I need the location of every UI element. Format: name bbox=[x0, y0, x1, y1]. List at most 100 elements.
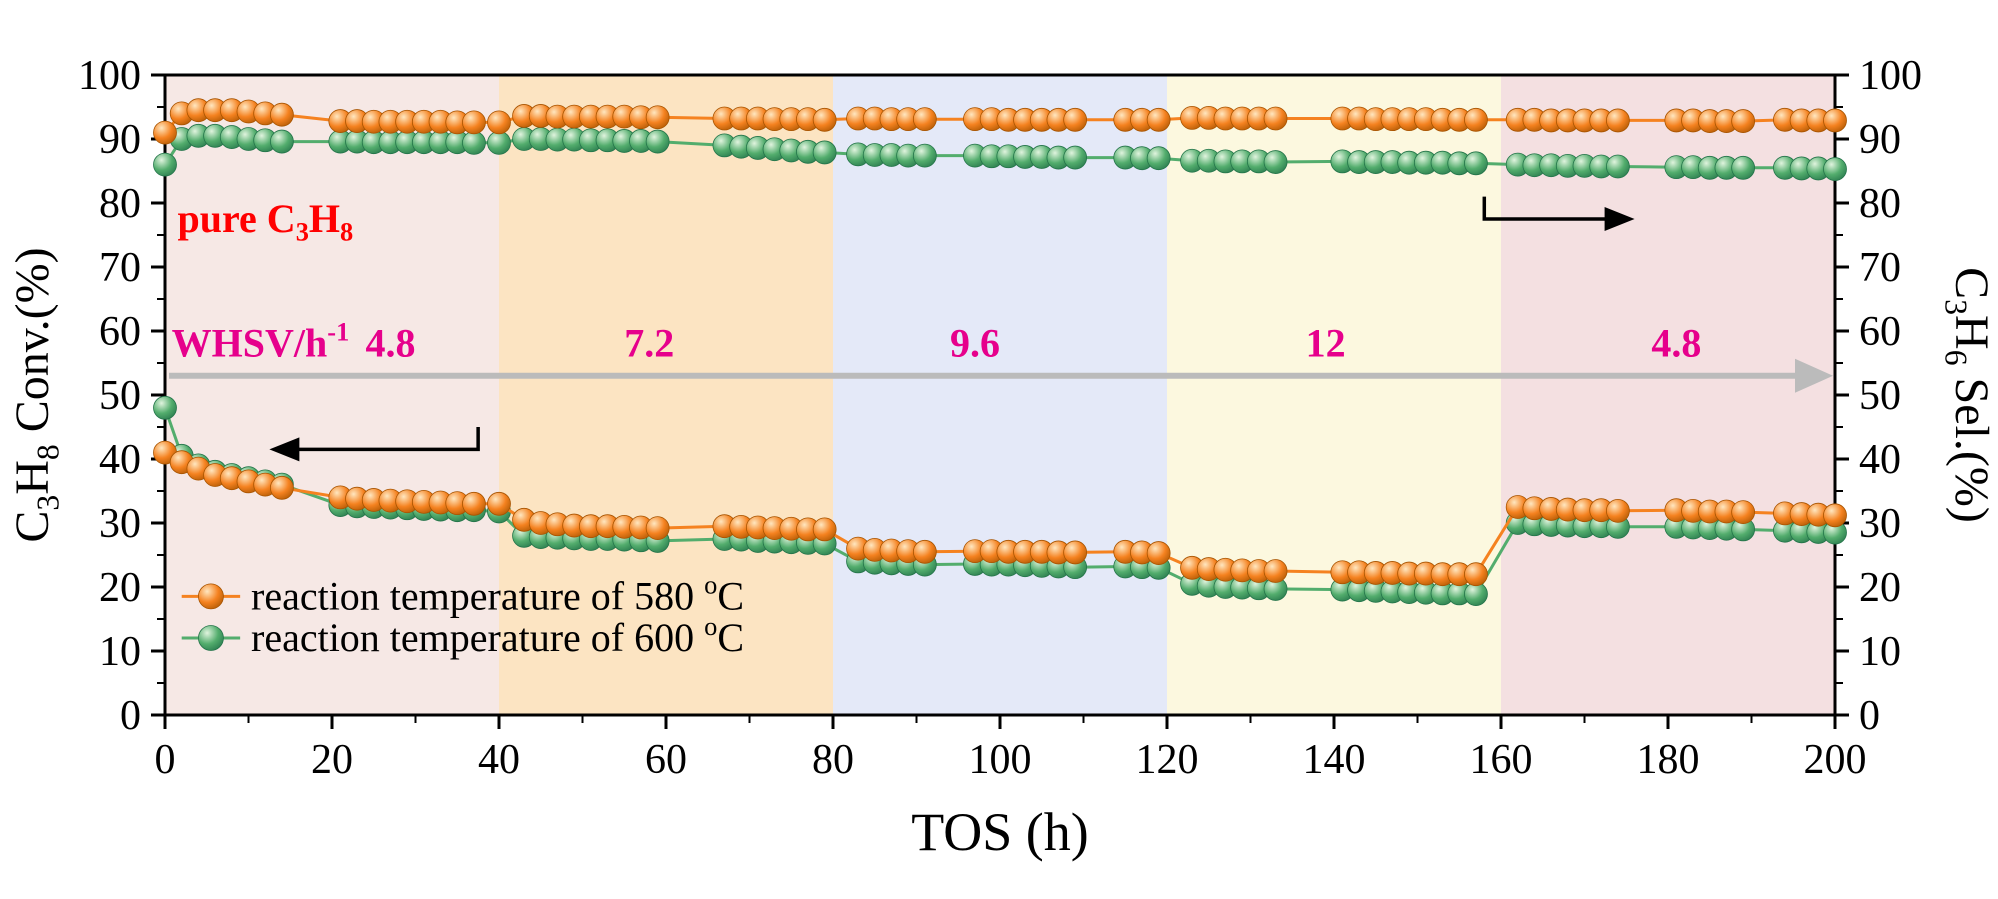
data-point-sel580 bbox=[487, 110, 511, 135]
data-point-sel600 bbox=[912, 143, 937, 168]
x-tick-label: 0 bbox=[155, 737, 176, 783]
data-point-sel600 bbox=[1606, 154, 1630, 179]
axis-indicator-arrows bbox=[269, 196, 1635, 462]
gray-arrow bbox=[169, 358, 1833, 393]
y-right-tick-label: 90 bbox=[1859, 117, 1901, 163]
left-axis-arrow-head bbox=[269, 437, 300, 462]
y-right-tick-label: 80 bbox=[1859, 181, 1901, 227]
whsv-value-4.8: 4.8 bbox=[1651, 321, 1701, 366]
right-axis-title: C3H6 Sel.(%) bbox=[1938, 267, 1998, 523]
legend-label-580: reaction temperature of 580 oC bbox=[251, 569, 744, 618]
y-left-tick-label: 20 bbox=[99, 565, 141, 611]
data-point-sel580 bbox=[1731, 109, 1756, 133]
y-left-tick-label: 50 bbox=[99, 373, 141, 419]
data-point-conv580 bbox=[912, 539, 937, 564]
data-point-sel580 bbox=[912, 107, 937, 132]
data-point-conv580 bbox=[1731, 500, 1756, 525]
data-point-sel580 bbox=[1464, 107, 1488, 132]
data-point-conv580 bbox=[1063, 540, 1088, 565]
y-left-tick-label: 90 bbox=[99, 117, 141, 163]
data-point-conv580 bbox=[1464, 562, 1488, 587]
data-point-sel580 bbox=[812, 107, 837, 132]
y-right-tick-label: 20 bbox=[1859, 565, 1901, 611]
data-point-sel600 bbox=[462, 130, 486, 155]
right-axis-arrow-head bbox=[1604, 207, 1635, 231]
x-tick-label: 40 bbox=[478, 737, 520, 783]
y-left-tick-label: 80 bbox=[99, 181, 141, 227]
left-axis-arrow bbox=[295, 427, 480, 452]
x-tick-label: 80 bbox=[812, 737, 854, 783]
data-point-sel600 bbox=[153, 152, 177, 177]
y-right-tick-label: 40 bbox=[1859, 437, 1901, 483]
gray-arrow-head bbox=[1795, 358, 1833, 393]
data-point-conv580 bbox=[1823, 503, 1847, 528]
band-whsv-12 bbox=[1167, 75, 1501, 715]
legend-label-600: reaction temperature of 600 oC bbox=[251, 611, 744, 660]
data-point-sel600 bbox=[1063, 145, 1088, 170]
data-point-conv580 bbox=[269, 475, 294, 500]
x-tick-label: 200 bbox=[1804, 737, 1867, 783]
legend-marker-600 bbox=[198, 625, 224, 651]
legend-marker-580 bbox=[198, 583, 224, 610]
chart-root: WHSV/h-1 4.8 7.2 9.6 12 4.8 pure C3H8 0 20 40 60 80… bbox=[6, 53, 1998, 862]
data-point-conv580 bbox=[645, 516, 670, 541]
data-point-sel580 bbox=[269, 102, 294, 127]
y-right-tick-label: 100 bbox=[1859, 53, 1922, 99]
data-point-sel580 bbox=[1263, 106, 1288, 131]
y-right-tick-label: 10 bbox=[1859, 629, 1901, 675]
data-point-conv580 bbox=[812, 517, 837, 542]
y-left-tick-label: 10 bbox=[99, 629, 141, 675]
data-point-sel580 bbox=[1063, 107, 1088, 132]
whsv-value-4.8: 4.8 bbox=[365, 321, 415, 366]
y-left-tick-label: 30 bbox=[99, 501, 141, 547]
data-point-sel600 bbox=[269, 129, 294, 154]
y-left-tick-label: 70 bbox=[99, 245, 141, 291]
band-whsv-9.6 bbox=[833, 75, 1167, 715]
series bbox=[153, 98, 1847, 606]
data-point-conv580 bbox=[1146, 541, 1171, 565]
x-tick-label: 180 bbox=[1637, 737, 1700, 783]
data-point-sel580 bbox=[1146, 107, 1171, 132]
data-point-sel600 bbox=[1823, 157, 1847, 181]
y-right-tick-label: 50 bbox=[1859, 373, 1901, 419]
y-left-tick-label: 0 bbox=[120, 693, 141, 739]
data-point-sel600 bbox=[487, 130, 511, 155]
whsv-value-12: 12 bbox=[1306, 321, 1346, 366]
data-point-sel580 bbox=[153, 120, 177, 145]
x-tick-label: 140 bbox=[1303, 737, 1366, 783]
whsv-bands bbox=[165, 75, 1835, 715]
data-point-sel580 bbox=[1823, 108, 1847, 133]
y-left-tick-label: 40 bbox=[99, 437, 141, 483]
data-point-conv580 bbox=[1606, 498, 1630, 523]
data-point-sel580 bbox=[645, 105, 670, 130]
whsv-value-7.2: 7.2 bbox=[624, 321, 674, 366]
data-point-sel600 bbox=[1263, 150, 1288, 174]
x-tick-label: 60 bbox=[645, 737, 687, 783]
data-point-sel600 bbox=[1146, 146, 1171, 171]
x-tick-label: 160 bbox=[1470, 737, 1533, 783]
y-right-tick-label: 30 bbox=[1859, 501, 1901, 547]
y-left-tick-label: 100 bbox=[78, 53, 141, 99]
data-point-sel580 bbox=[462, 110, 486, 135]
band-whsv-4.8 bbox=[1501, 75, 1835, 715]
x-tick-label: 120 bbox=[1136, 737, 1199, 783]
data-point-conv580 bbox=[487, 491, 511, 516]
x-tick-label: 20 bbox=[311, 737, 353, 783]
x-axis-title: TOS (h) bbox=[911, 802, 1089, 862]
data-point-sel600 bbox=[645, 129, 670, 154]
whsv-value-9.6: 9.6 bbox=[950, 321, 1000, 366]
whsv-header: WHSV/h-1 bbox=[172, 317, 350, 366]
x-tick-label: 100 bbox=[969, 737, 1032, 783]
data-point-conv580 bbox=[462, 491, 486, 516]
feed-annotation: pure C3H8 bbox=[178, 196, 354, 247]
band-whsv-4.8 bbox=[165, 75, 499, 715]
band-whsv-7.2 bbox=[499, 75, 833, 715]
y-left-tick-label: 60 bbox=[99, 309, 141, 355]
y-right-tick-label: 0 bbox=[1859, 693, 1880, 739]
data-point-sel600 bbox=[1464, 151, 1488, 176]
y-right-tick-label: 60 bbox=[1859, 309, 1901, 355]
